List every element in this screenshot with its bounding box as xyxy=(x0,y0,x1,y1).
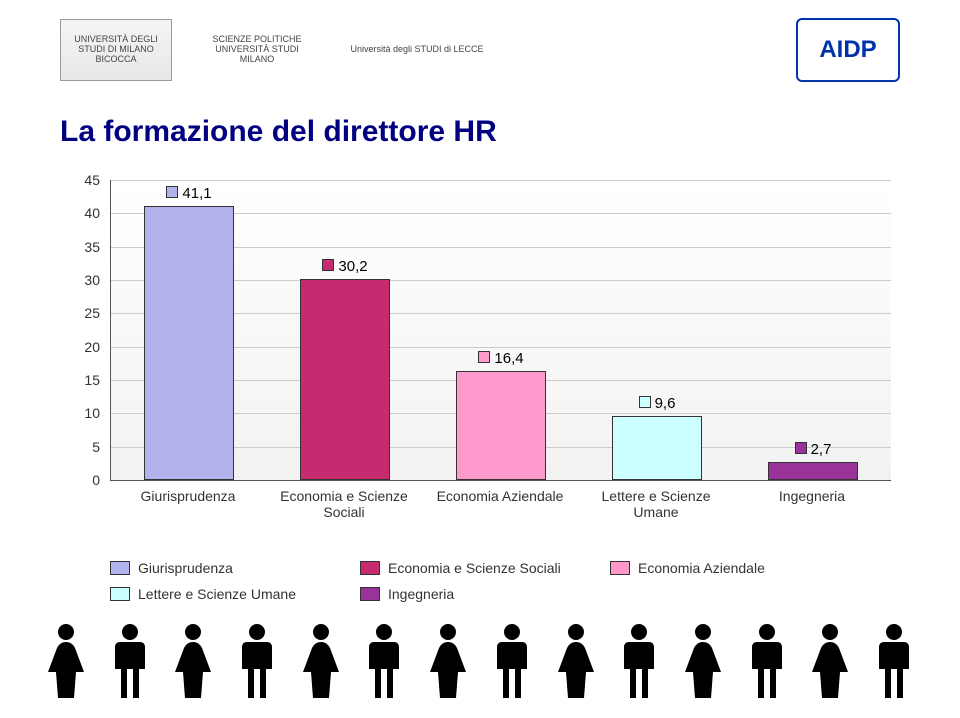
bar-value-label: 30,2 xyxy=(322,258,367,275)
person-female-icon xyxy=(40,620,92,700)
logo-row: UNIVERSITÀ DEGLI STUDI DI MILANO BICOCCA… xyxy=(0,10,960,90)
bar-slot: 30,2 xyxy=(267,258,423,480)
legend-item: Ingegneria xyxy=(360,586,610,602)
legend-color-icon xyxy=(110,561,130,575)
person-male-icon xyxy=(868,620,920,700)
legend-label: Giurisprudenza xyxy=(138,560,233,576)
person-female-icon xyxy=(167,620,219,700)
legend-item: Giurisprudenza xyxy=(110,560,360,576)
bar xyxy=(612,416,702,480)
y-axis-label: 0 xyxy=(60,473,100,487)
x-axis-label: Economia Aziendale xyxy=(422,488,578,504)
y-axis-label: 35 xyxy=(60,240,100,254)
legend-color-icon xyxy=(610,561,630,575)
person-male-icon xyxy=(358,620,410,700)
person-male-icon xyxy=(104,620,156,700)
plot-area: 41,1 30,2 16,4 9,6 2,7 xyxy=(110,180,891,481)
legend-label: Ingegneria xyxy=(388,586,454,602)
bar-chart: 41,130,216,49,62,7 051015202530354045Giu… xyxy=(60,180,900,520)
gridline xyxy=(111,180,891,181)
legend-item: Economia e Scienze Sociali xyxy=(360,560,610,576)
legend-box-icon xyxy=(166,186,178,198)
legend-color-icon xyxy=(110,587,130,601)
y-axis-label: 20 xyxy=(60,340,100,354)
legend: Giurisprudenza Economia e Scienze Sociali… xyxy=(110,560,870,602)
x-axis-label: Lettere e Scienze Umane xyxy=(578,488,734,520)
bar-value-label: 16,4 xyxy=(478,350,523,367)
y-axis-label: 5 xyxy=(60,440,100,454)
person-male-icon xyxy=(613,620,665,700)
person-female-icon xyxy=(295,620,347,700)
bar xyxy=(144,206,234,480)
person-female-icon xyxy=(422,620,474,700)
person-male-icon xyxy=(231,620,283,700)
bar-value-label: 2,7 xyxy=(795,441,832,458)
bar-slot: 41,1 xyxy=(111,185,267,480)
person-female-icon xyxy=(550,620,602,700)
legend-color-icon xyxy=(360,561,380,575)
y-axis-label: 15 xyxy=(60,373,100,387)
legend-label: Economia Aziendale xyxy=(638,560,765,576)
legend-label: Lettere e Scienze Umane xyxy=(138,586,296,602)
bar-slot: 2,7 xyxy=(735,441,891,480)
legend-item: Economia Aziendale xyxy=(610,560,860,576)
chart-title: La formazione del direttore HR xyxy=(60,115,497,149)
y-axis-label: 10 xyxy=(60,406,100,420)
legend-box-icon xyxy=(795,442,807,454)
people-silhouettes xyxy=(40,620,920,700)
x-axis-label: Ingegneria xyxy=(734,488,890,504)
logo-scienze-politiche: SCIENZE POLITICHE UNIVERSITÀ STUDI MILAN… xyxy=(212,20,302,80)
person-female-icon xyxy=(677,620,729,700)
person-male-icon xyxy=(741,620,793,700)
bar xyxy=(768,462,858,480)
bar-slot: 16,4 xyxy=(423,350,579,480)
x-axis-label: Economia e Scienze Sociali xyxy=(266,488,422,520)
legend-box-icon xyxy=(639,396,651,408)
bar xyxy=(456,371,546,480)
y-axis-label: 30 xyxy=(60,273,100,287)
y-axis-label: 40 xyxy=(60,206,100,220)
x-axis-label: Giurisprudenza xyxy=(110,488,266,504)
y-axis-label: 45 xyxy=(60,173,100,187)
bar-slot: 9,6 xyxy=(579,395,735,480)
bar-value-label: 41,1 xyxy=(166,185,211,202)
logo-lecce: Università degli STUDI di LECCE xyxy=(342,20,492,80)
legend-box-icon xyxy=(322,259,334,271)
page: UNIVERSITÀ DEGLI STUDI DI MILANO BICOCCA… xyxy=(0,0,960,718)
logo-bicocca: UNIVERSITÀ DEGLI STUDI DI MILANO BICOCCA xyxy=(60,19,172,81)
y-axis-label: 25 xyxy=(60,306,100,320)
person-male-icon xyxy=(486,620,538,700)
legend-box-icon xyxy=(478,351,490,363)
bar-value-label: 9,6 xyxy=(639,395,676,412)
legend-item: Lettere e Scienze Umane xyxy=(110,586,360,602)
legend-color-icon xyxy=(360,587,380,601)
person-female-icon xyxy=(804,620,856,700)
bar xyxy=(300,279,390,480)
legend-label: Economia e Scienze Sociali xyxy=(388,560,561,576)
logo-aidp: AIDP xyxy=(796,18,900,82)
